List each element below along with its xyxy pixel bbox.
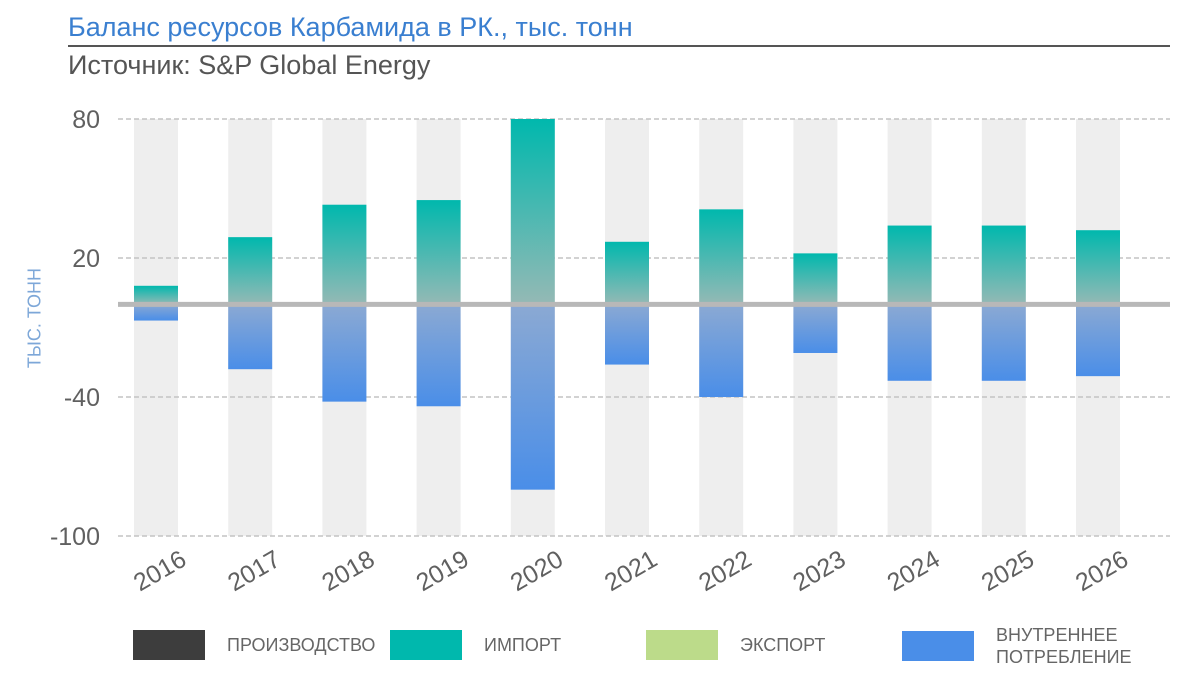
- bar-import: [134, 285, 178, 305]
- bar-consumption: [510, 304, 555, 490]
- x-tick-label: 2020: [506, 545, 568, 597]
- x-tick-label: 2021: [600, 545, 662, 597]
- bar-consumption: [1076, 304, 1120, 377]
- bar-consumption: [699, 304, 744, 397]
- category-band: [134, 119, 178, 536]
- chart-subtitle: Источник: S&P Global Energy: [68, 50, 431, 80]
- x-tick-label: 2024: [883, 545, 945, 597]
- x-tick-label: 2022: [694, 545, 756, 597]
- legend-item-import: ИМПОРТ: [390, 630, 561, 660]
- bar-import: [510, 119, 555, 305]
- bar-consumption: [605, 304, 649, 365]
- bar-import: [228, 237, 273, 305]
- bar-consumption: [134, 304, 178, 321]
- x-tick-label: 2026: [1071, 545, 1133, 597]
- legend-swatch-export: [646, 630, 718, 660]
- legend-swatch-import: [390, 630, 462, 660]
- bar-import: [605, 241, 649, 305]
- x-tick-label: 2016: [129, 545, 191, 597]
- x-tick-label: 2017: [223, 545, 285, 597]
- bar-import: [1076, 230, 1120, 305]
- y-tick-label: 20: [72, 245, 100, 273]
- bar-import: [793, 253, 838, 305]
- y-tick-label: 80: [72, 106, 100, 134]
- x-tick-label: 2018: [317, 545, 379, 597]
- title-divider: [68, 45, 1170, 47]
- legend: ПРОИЗВОДСТВО ИМПОРТ ЭКСПОРТ ВНУТРЕННЕЕ П…: [0, 622, 1200, 672]
- legend-label-export: ЭКСПОРТ: [740, 635, 826, 655]
- chart-title: Баланс ресурсов Карбамида в РК., тыс. то…: [68, 12, 633, 42]
- legend-swatch-consumption: [902, 631, 974, 661]
- bar-import: [699, 209, 744, 305]
- legend-item-consumption: ВНУТРЕННЕЕ ПОТРЕБЛЕНИЕ: [902, 624, 1166, 668]
- bar-consumption: [416, 304, 461, 407]
- y-tick-label: -100: [50, 523, 100, 551]
- y-tick-label: -40: [64, 384, 100, 412]
- legend-label-production: ПРОИЗВОДСТВО: [227, 635, 376, 655]
- legend-item-production: ПРОИЗВОДСТВО: [133, 630, 375, 660]
- legend-label-consumption: ВНУТРЕННЕЕ ПОТРЕБЛЕНИЕ: [996, 625, 1132, 667]
- bar-consumption: [887, 304, 932, 381]
- bar-import: [887, 225, 932, 305]
- legend-item-export: ЭКСПОРТ: [646, 630, 825, 660]
- bar-consumption: [322, 304, 367, 402]
- legend-swatch-production: [133, 630, 205, 660]
- bar-import: [981, 225, 1026, 305]
- bar-consumption: [793, 304, 838, 353]
- x-tick-label: 2023: [788, 545, 850, 597]
- x-tick-label: 2019: [412, 545, 474, 597]
- bar-import: [416, 200, 461, 305]
- bar-consumption: [981, 304, 1026, 381]
- bar-consumption: [228, 304, 273, 370]
- legend-label-import: ИМПОРТ: [484, 635, 562, 655]
- x-tick-label: 2025: [977, 545, 1039, 597]
- bar-import: [322, 204, 367, 305]
